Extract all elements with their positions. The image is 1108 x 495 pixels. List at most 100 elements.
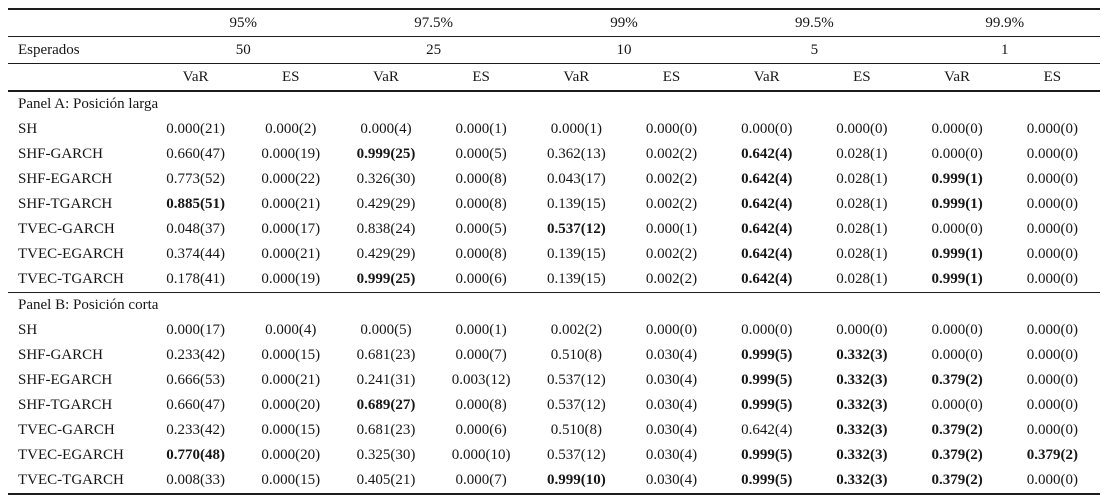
cell-value: 0.002(2) [550,322,602,338]
cell-value: 0.000(0) [1026,246,1078,262]
cell-value: 0.642(4) [741,246,793,262]
cell-value: 0.000(0) [741,322,793,338]
measure-header-row: VaR ES VaR ES VaR ES VaR ES VaR ES [8,63,1100,92]
cell-value: 0.773(52) [166,171,225,187]
cell-value: 0.043(17) [546,171,606,187]
table-row: SHF-TGARCH 0.885(51) 0.000(21) 0.429(29) 0.0… [8,192,1100,217]
cell-value: 0.030(4) [645,347,698,363]
cell-value: 0.362(13) [546,146,606,162]
cell-value: 0.000(22) [261,171,321,187]
panel-title: Panel A: Posición larga [18,96,159,112]
var-column-header: VaR [148,63,244,92]
corner-cell [8,9,148,37]
var-column-header: VaR [338,63,434,92]
cell-value: 0.000(21) [261,372,321,388]
cell-value: 0.000(5) [455,146,507,162]
cell-value: 0.999(1) [931,271,983,287]
cell-value: 0.000(21) [261,246,321,262]
cell-value: 0.030(4) [645,472,698,488]
cell-value: 0.000(1) [455,322,507,338]
model-label: TVEC-TGARCH [18,271,124,287]
cell-value: 0.666(53) [166,372,225,388]
cell-value: 0.000(1) [455,121,507,137]
cell-value: 0.178(41) [166,271,225,287]
cell-value: 0.000(0) [741,121,793,137]
corner-cell [8,63,148,92]
table-row: SHF-GARCH 0.660(47) 0.000(19) 0.999(25) 0.00… [8,142,1100,167]
cell-value: 0.999(5) [741,447,793,463]
cell-value: 0.000(1) [645,221,698,237]
cell-value: 0.002(2) [645,246,698,262]
cell-value: 0.770(48) [166,447,225,463]
model-label: SHF-TGARCH [18,397,113,413]
cell-value: 0.000(19) [261,271,321,287]
cell-value: 0.000(20) [261,397,321,413]
cell-value: 0.000(0) [1026,472,1078,488]
cell-value: 0.000(5) [455,221,507,237]
cell-value: 0.000(0) [1026,397,1078,413]
cell-value: 0.139(15) [546,246,606,262]
cell-value: 0.999(1) [931,246,983,262]
expected-count: 1 [909,36,1100,64]
model-label: SHF-GARCH [18,146,104,162]
backtesting-results-table: 95% 97.5% 99% 99.5% 99.9% Esperados 50 2… [8,8,1100,495]
table-row: SH 0.000(17) 0.000(4) 0.000(5) 0.000(1) 0.002… [8,318,1100,343]
cell-value: 0.374(44) [166,246,225,262]
cell-value: 0.000(0) [645,121,698,137]
cell-value: 0.642(4) [741,271,793,287]
cell-value: 0.332(3) [836,472,888,488]
cell-value: 0.429(29) [356,196,416,212]
model-label: TVEC-TGARCH [18,472,124,488]
esperados-label: Esperados [8,36,148,64]
cell-value: 0.000(15) [261,472,321,488]
model-label: SHF-EGARCH [18,372,113,388]
cell-value: 0.000(0) [1026,347,1078,363]
cell-value: 0.008(33) [166,472,225,488]
confidence-header-row: 95% 97.5% 99% 99.5% 99.9% [8,9,1100,37]
cell-value: 0.000(15) [261,422,321,438]
cell-value: 0.000(0) [836,121,888,137]
cell-value: 0.002(2) [645,146,698,162]
model-label: SHF-GARCH [18,347,104,363]
cell-value: 0.999(10) [546,472,606,488]
cell-value: 0.139(15) [546,196,606,212]
cell-value: 0.000(0) [931,121,983,137]
model-label: SH [18,121,38,137]
cell-value: 0.000(7) [455,347,507,363]
table-row: SH 0.000(21) 0.000(2) 0.000(4) 0.000(1) 0.000… [8,117,1100,142]
confidence-level-97-5: 97.5% [338,9,529,37]
cell-value: 0.000(5) [360,322,412,338]
es-column-header: ES [1004,63,1100,92]
cell-value: 0.000(0) [836,322,888,338]
cell-value: 0.000(0) [1026,146,1078,162]
cell-value: 0.332(3) [836,372,888,388]
cell-value: 0.030(4) [645,422,698,438]
cell-value: 0.332(3) [836,397,888,413]
cell-value: 0.325(30) [356,447,416,463]
cell-value: 0.000(0) [1026,372,1078,388]
cell-value: 0.241(31) [356,372,416,388]
cell-value: 0.000(0) [1026,121,1078,137]
cell-value: 0.999(5) [741,472,793,488]
cell-value: 0.000(8) [455,171,507,187]
cell-value: 0.379(2) [931,447,983,463]
cell-value: 0.233(42) [166,422,225,438]
cell-value: 0.000(0) [931,221,983,237]
cell-value: 0.537(12) [546,221,606,237]
cell-value: 0.028(1) [836,171,888,187]
cell-value: 0.028(1) [836,221,888,237]
cell-value: 0.999(1) [931,171,983,187]
cell-value: 0.048(37) [166,221,225,237]
cell-value: 0.885(51) [166,196,225,212]
cell-value: 0.379(2) [931,372,983,388]
cell-value: 0.000(2) [265,121,317,137]
cell-value: 0.999(5) [741,347,793,363]
cell-value: 0.537(12) [546,372,606,388]
confidence-level-99: 99% [528,9,720,37]
cell-value: 0.030(4) [645,447,698,463]
cell-value: 0.379(2) [1026,447,1078,463]
model-label: TVEC-EGARCH [18,447,124,463]
model-label: SH [18,322,38,338]
cell-value: 0.999(1) [931,196,983,212]
cell-value: 0.002(2) [645,196,698,212]
